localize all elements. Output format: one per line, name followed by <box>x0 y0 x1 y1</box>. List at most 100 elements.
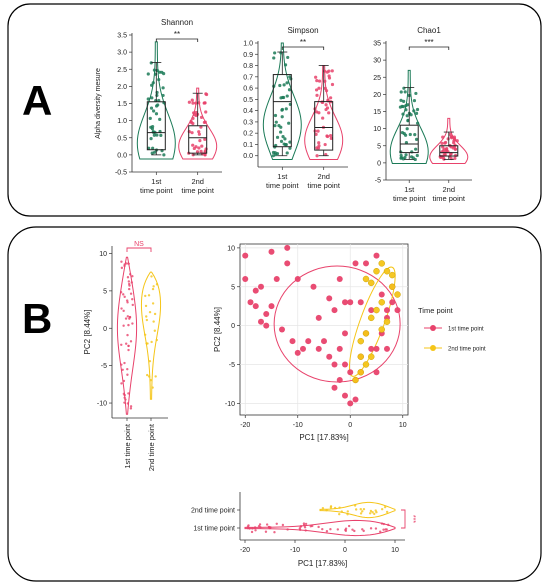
data-point <box>151 302 155 305</box>
data-point <box>120 307 123 310</box>
data-point <box>281 95 286 100</box>
data-point <box>277 124 281 128</box>
data-point <box>321 527 324 531</box>
data-point <box>125 299 129 302</box>
data-point <box>346 510 349 513</box>
ellipse-2nd-time-point <box>348 266 396 377</box>
data-point <box>373 369 380 376</box>
data-point <box>282 83 286 87</box>
x-tick-label: 10 <box>391 547 399 554</box>
data-point <box>329 96 333 100</box>
data-point <box>347 524 351 528</box>
x-tick-label: 1st <box>404 185 415 194</box>
y-tick-label: 0.8 <box>243 63 253 70</box>
data-point <box>129 273 132 276</box>
data-point <box>154 375 157 378</box>
data-point <box>145 315 148 318</box>
data-point <box>310 283 317 290</box>
data-point <box>127 280 131 283</box>
data-point <box>389 271 396 279</box>
data-point <box>362 330 370 337</box>
data-point <box>122 309 125 313</box>
data-point <box>273 531 276 534</box>
data-point <box>398 105 403 109</box>
data-point <box>192 146 196 151</box>
data-point <box>412 99 417 103</box>
data-point <box>152 133 156 137</box>
data-point <box>444 140 448 145</box>
data-point <box>387 523 390 527</box>
data-point <box>441 156 446 160</box>
data-point <box>252 303 259 310</box>
data-point <box>373 252 380 259</box>
data-point <box>342 299 348 306</box>
data-point <box>414 111 419 116</box>
data-point <box>279 326 285 333</box>
data-point <box>383 318 391 325</box>
y-tick-label: 10 <box>227 245 235 252</box>
significance-bracket <box>281 46 325 50</box>
data-point <box>131 303 134 307</box>
y-tick-label: -5 <box>375 178 381 185</box>
data-point <box>242 252 249 259</box>
data-point <box>195 150 200 154</box>
data-point <box>325 134 330 139</box>
data-point <box>127 323 130 327</box>
data-point <box>415 153 419 158</box>
data-point <box>347 400 354 407</box>
y-tick-label: 0 <box>103 326 107 333</box>
data-point <box>326 353 333 360</box>
data-point <box>369 509 373 513</box>
y-tick-label: 0.2 <box>243 131 253 138</box>
data-point <box>368 512 372 515</box>
data-point <box>384 307 390 314</box>
data-point <box>148 359 152 363</box>
data-point <box>321 506 325 510</box>
data-point <box>126 333 129 337</box>
data-point <box>378 326 385 333</box>
data-point <box>127 287 131 291</box>
legend-label: 1st time point <box>448 327 484 333</box>
data-point <box>329 136 333 141</box>
data-point <box>120 266 124 270</box>
data-point <box>129 405 133 408</box>
data-point <box>129 340 133 343</box>
data-point <box>279 130 283 134</box>
data-point <box>352 260 359 267</box>
significance-label: *** <box>409 515 416 523</box>
data-point <box>359 507 362 511</box>
data-point <box>340 510 343 513</box>
data-point <box>363 260 369 267</box>
data-point <box>352 376 359 384</box>
data-point <box>285 94 289 98</box>
y-tick-label: 25 <box>373 75 381 82</box>
y-tick-label: 0.0 <box>117 152 127 159</box>
chart-title: Simpson <box>287 26 318 35</box>
legend-marker <box>430 325 436 331</box>
data-point <box>399 90 403 94</box>
data-point <box>405 127 409 131</box>
data-point <box>123 401 126 404</box>
data-point <box>258 318 264 325</box>
data-point <box>347 299 354 306</box>
data-point <box>404 103 408 108</box>
violin-1 <box>116 256 138 415</box>
data-point <box>127 262 130 265</box>
data-point <box>155 283 159 286</box>
data-point <box>394 291 401 298</box>
data-point <box>147 375 151 378</box>
data-point <box>413 133 417 137</box>
data-point <box>452 139 456 143</box>
y-tick-label: 35 <box>373 41 381 48</box>
data-point <box>315 345 322 352</box>
x-tick-label: 1st time point <box>123 423 132 469</box>
data-point <box>378 299 385 306</box>
data-point <box>279 96 283 100</box>
y-axis-label: PC2 [8.44%] <box>83 310 92 355</box>
data-point <box>316 129 320 133</box>
data-point <box>324 89 329 93</box>
data-point <box>305 338 312 345</box>
data-point <box>401 104 405 109</box>
data-point <box>440 141 444 145</box>
x-tick-label: 2nd <box>443 185 456 194</box>
